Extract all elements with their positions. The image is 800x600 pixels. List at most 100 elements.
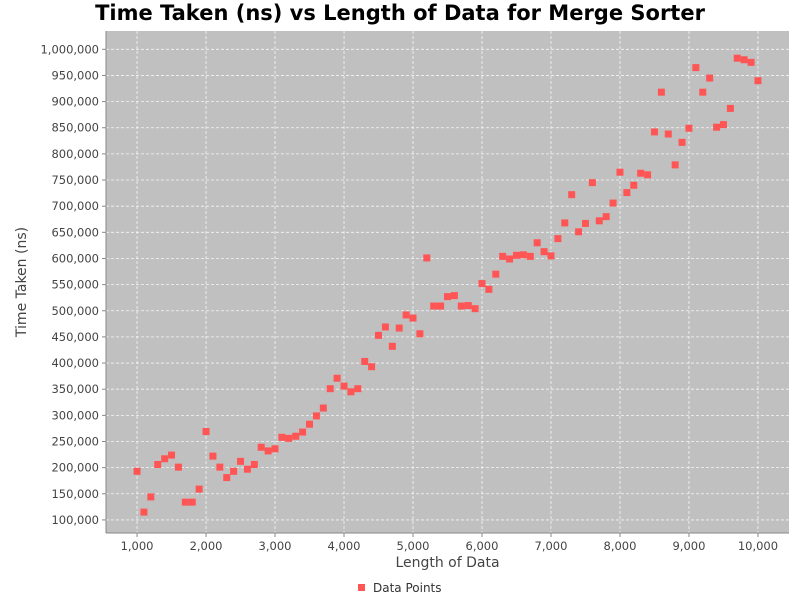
data-point	[333, 374, 341, 382]
y-tick-label: 200,000	[51, 461, 99, 475]
y-tick-label: 1,000,000	[40, 42, 99, 56]
data-point	[471, 305, 479, 313]
x-tick-label: 6,000	[466, 539, 499, 553]
y-axis-label: Time Taken (ns)	[14, 227, 30, 338]
data-point	[664, 130, 672, 138]
x-tick-label: 1,000	[121, 539, 154, 553]
y-tick-label: 850,000	[51, 121, 99, 135]
data-point	[464, 302, 472, 310]
data-point	[174, 463, 182, 471]
y-tick-label: 300,000	[51, 408, 99, 422]
data-point	[526, 252, 534, 260]
x-tick-label: 9,000	[672, 539, 705, 553]
data-point	[713, 123, 721, 131]
data-point	[575, 228, 583, 236]
y-tick-label: 700,000	[51, 199, 99, 213]
data-point	[444, 293, 451, 301]
data-point	[133, 467, 141, 475]
data-point	[216, 463, 224, 471]
data-point	[285, 434, 293, 442]
data-point	[161, 455, 169, 463]
data-point	[312, 412, 320, 420]
data-point	[223, 474, 231, 482]
x-tick-label: 4,000	[328, 539, 361, 553]
legend-label: Data Points	[373, 581, 442, 595]
data-point	[195, 485, 203, 493]
data-point	[485, 285, 493, 293]
data-point	[181, 498, 189, 506]
data-point	[230, 467, 238, 475]
x-tick-label: 8,000	[604, 539, 637, 553]
data-point	[395, 324, 403, 332]
data-point	[623, 189, 631, 197]
y-tick-label: 600,000	[51, 251, 99, 265]
data-point	[719, 121, 727, 129]
data-point	[347, 388, 355, 396]
y-tick-label: 400,000	[51, 356, 99, 370]
data-point	[554, 235, 562, 243]
data-point	[306, 420, 314, 428]
data-point	[292, 432, 300, 440]
data-point	[147, 493, 155, 501]
data-point	[512, 251, 520, 259]
data-point	[616, 168, 624, 176]
data-point	[257, 443, 265, 451]
data-point	[726, 104, 734, 112]
data-point	[278, 433, 286, 441]
axes: 1,000 2,000 3,000 4,000 5,000 6,000 7,000 8,000…	[40, 31, 789, 553]
data-point	[492, 270, 500, 278]
x-tick-label: 7,000	[535, 539, 568, 553]
data-point	[243, 465, 251, 473]
x-tick-label: 10,000	[738, 539, 778, 553]
data-point	[581, 219, 589, 227]
y-tick-label: 550,000	[51, 278, 99, 292]
data-point	[506, 255, 514, 263]
data-point	[644, 171, 652, 179]
data-point	[202, 428, 210, 436]
x-tick-label: 5,000	[397, 539, 430, 553]
y-tick-label: 100,000	[51, 513, 99, 527]
data-points	[133, 54, 762, 516]
data-point	[250, 461, 258, 468]
data-point	[354, 385, 362, 393]
data-point	[478, 280, 486, 288]
y-tick-label: 350,000	[51, 382, 99, 396]
data-point	[381, 323, 389, 331]
data-point	[368, 363, 376, 371]
y-tick-label: 450,000	[51, 330, 99, 344]
data-point	[264, 447, 272, 455]
data-point	[547, 252, 555, 260]
x-axis-label: Length of Data	[395, 555, 499, 571]
data-point	[699, 88, 707, 96]
chart-title: Time Taken (ns) vs Length of Data for Me…	[95, 1, 706, 25]
data-point	[754, 77, 762, 85]
data-point	[437, 302, 445, 310]
data-point	[416, 330, 424, 338]
data-point	[140, 508, 148, 516]
data-point	[388, 342, 396, 350]
data-point	[657, 88, 665, 96]
data-point	[457, 302, 465, 310]
data-point	[671, 161, 679, 169]
data-point	[361, 357, 369, 365]
data-point	[154, 461, 162, 468]
data-point	[678, 138, 686, 146]
data-point	[519, 251, 527, 259]
data-point	[685, 124, 693, 132]
data-point	[423, 254, 431, 262]
data-point	[568, 191, 576, 199]
data-point	[630, 181, 638, 189]
data-point	[733, 54, 741, 62]
data-point	[271, 445, 279, 453]
y-tick-label: 150,000	[51, 487, 99, 501]
data-point	[650, 128, 658, 136]
data-point	[409, 314, 417, 322]
data-point	[168, 451, 176, 459]
x-tick-label: 3,000	[259, 539, 292, 553]
data-point	[499, 252, 507, 260]
y-tick-label: 650,000	[51, 225, 99, 239]
legend: Data Points	[358, 581, 442, 595]
data-point	[692, 64, 700, 72]
